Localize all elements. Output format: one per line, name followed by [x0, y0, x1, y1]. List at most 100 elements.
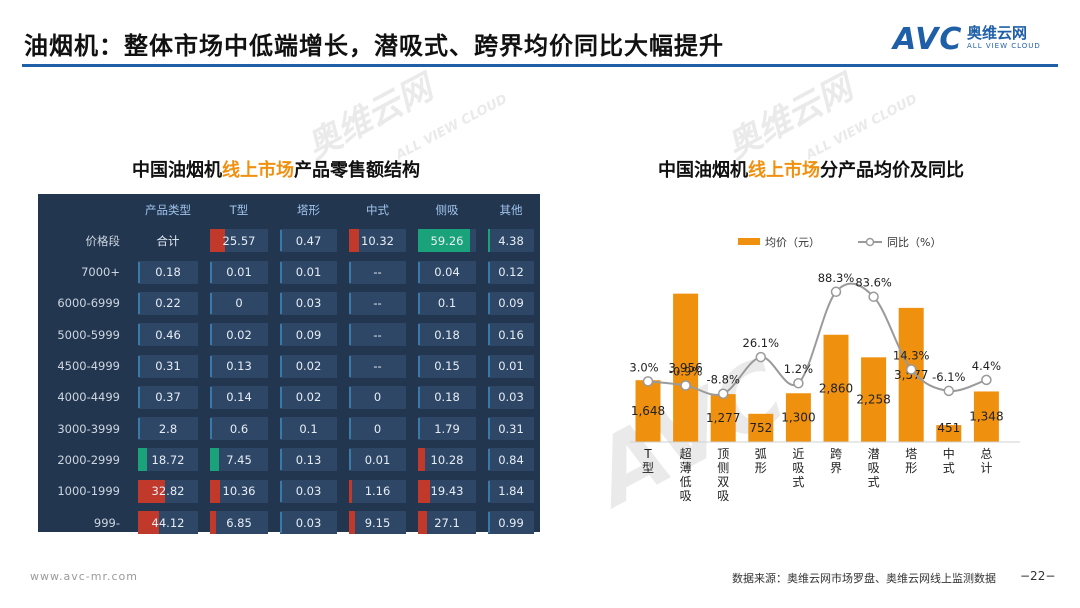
table-header-label: 产品类型: [145, 202, 191, 217]
category-label: 低: [680, 475, 692, 489]
cell-value: 0: [373, 421, 382, 436]
cell-marker: [280, 386, 282, 408]
yoy-point: [793, 377, 804, 389]
cell-bar: [210, 229, 225, 253]
table-cell: 10.32: [343, 225, 412, 256]
yoy-point: [943, 385, 955, 397]
cell-box: [349, 479, 406, 503]
cell-value: 25.57: [222, 233, 256, 248]
cell-value: 6.85: [226, 515, 252, 530]
table-header-label: 塔形: [297, 202, 320, 217]
cell-bar: [210, 511, 216, 534]
category-label: 吸: [680, 489, 692, 503]
cell-marker: [138, 324, 140, 346]
bar-value-label: 451: [937, 421, 960, 435]
cell-value: 44.12: [151, 515, 185, 530]
cell-box: [349, 323, 406, 347]
cell-box: [418, 260, 476, 284]
table-cell: 0.99: [482, 507, 540, 538]
category-label: T: [643, 447, 652, 461]
table-cell: --: [343, 257, 412, 288]
yoy-value-label: -8.8%: [707, 373, 740, 387]
table-cell: 0.02: [204, 319, 274, 350]
price-range-label: 1000-1999: [57, 484, 120, 499]
cell-box: [138, 354, 198, 378]
table-cell: 0.01: [482, 351, 540, 382]
cell-value: 0.01: [295, 265, 322, 280]
bar-value-label: 1,648: [631, 404, 665, 418]
cell-value: 0.18: [434, 390, 460, 405]
cell-box: [349, 354, 406, 378]
yoy-point: [680, 380, 691, 391]
table-cell: 0.03: [482, 382, 540, 413]
bar: [936, 425, 962, 442]
cell-value: 0.09: [295, 327, 322, 342]
category-label: 计: [980, 461, 992, 475]
chart-title: 中国油烟机线上市场分产品均价及同比: [658, 156, 964, 182]
legend-bar-swatch: [738, 238, 760, 245]
cell-value: --: [373, 327, 382, 342]
cell-marker: [138, 261, 140, 283]
cell-box: [418, 354, 476, 378]
bar: [673, 293, 699, 442]
yoy-point: [981, 374, 992, 386]
cell-value: 32.82: [151, 484, 185, 499]
table-row-label: 5000-5999: [38, 319, 132, 350]
price-range-label: 999-: [93, 515, 120, 530]
category-label: 吸: [792, 461, 804, 475]
bar-value-label: 1,300: [781, 411, 815, 425]
cell-box: [280, 479, 337, 503]
cell-value: 59.26: [430, 233, 464, 248]
cell-box: [349, 448, 406, 472]
yoy-line: [647, 282, 987, 396]
cell-marker: [138, 418, 140, 440]
table-cell: 0.01: [343, 444, 412, 475]
table-cell: 合计: [132, 225, 204, 256]
cell-marker: [349, 292, 351, 314]
cell-box: [210, 511, 268, 534]
category-label: 式: [943, 461, 955, 475]
table-row: 5000-5999 0.46 0.02 0.09 -- 0.18 0.16: [38, 319, 540, 350]
cell-box: [418, 479, 476, 503]
yoy-value-label: -0.9%: [669, 364, 702, 378]
table-row: 2000-2999 18.72 7.45 0.13 0.01 10.28 0.84: [38, 444, 540, 475]
cell-marker: [418, 292, 420, 314]
cell-box: [210, 448, 268, 472]
yoy-value-label: 88.3%: [818, 271, 855, 285]
cell-bar: [488, 229, 491, 253]
cell-box: [280, 511, 337, 534]
yoy-value-label: 26.1%: [743, 336, 780, 350]
cell-value: 0.02: [226, 327, 252, 342]
table-cell: 0.03: [274, 507, 343, 538]
table-title-pre: 中国油烟机: [132, 160, 222, 181]
price-range-label: 3000-3999: [57, 421, 120, 436]
table-cell: 6.85: [204, 507, 274, 538]
cell-box: [280, 229, 337, 253]
table-cell: 0.31: [482, 413, 540, 444]
yoy-value-label: 4.4%: [972, 359, 1001, 373]
table-cell: 19.43: [412, 476, 482, 507]
cell-box: [488, 260, 534, 284]
table-row-label: 价格段: [38, 225, 132, 256]
watermark-cn-1: 奥维云网: [300, 68, 440, 168]
table-cell: 44.12: [132, 507, 204, 538]
yoy-value-label: 83.6%: [855, 276, 892, 290]
category-label: 潜: [868, 447, 880, 461]
cell-marker: [349, 386, 351, 408]
cell-box: [138, 417, 198, 441]
cell-marker: [280, 261, 282, 283]
table-cell: 0.09: [274, 319, 343, 350]
table-cell: 0.31: [132, 351, 204, 382]
cell-value: 19.43: [430, 484, 464, 499]
cell-value: 0.02: [295, 359, 322, 373]
cell-marker: [210, 355, 212, 377]
cell-box: [488, 417, 534, 441]
legend-bar-label: 均价（元）: [765, 236, 820, 249]
bar: [973, 391, 999, 442]
table-cell: 9.15: [343, 507, 412, 538]
cell-marker: [488, 261, 490, 283]
price-range-label: 7000+: [81, 265, 120, 280]
table-cell: 0.1: [412, 288, 482, 319]
cell-marker: [418, 418, 420, 440]
watermark-en-1: ALL VIEW CLOUD: [393, 91, 510, 164]
